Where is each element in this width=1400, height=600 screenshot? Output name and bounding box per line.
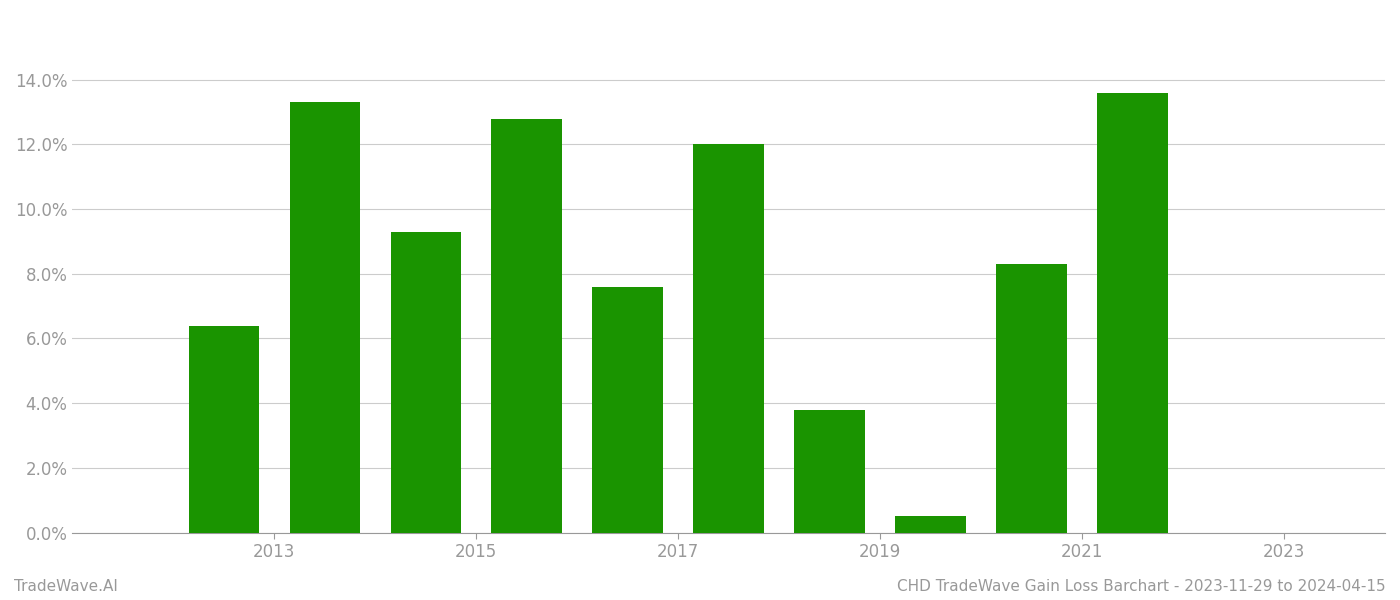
Bar bbox=[491, 119, 563, 533]
Bar bbox=[693, 145, 764, 533]
Text: CHD TradeWave Gain Loss Barchart - 2023-11-29 to 2024-04-15: CHD TradeWave Gain Loss Barchart - 2023-… bbox=[897, 579, 1386, 594]
Bar bbox=[896, 517, 966, 533]
Bar bbox=[391, 232, 461, 533]
Bar bbox=[1098, 92, 1168, 533]
Bar bbox=[997, 264, 1067, 533]
Text: TradeWave.AI: TradeWave.AI bbox=[14, 579, 118, 594]
Bar bbox=[290, 103, 360, 533]
Bar bbox=[592, 287, 664, 533]
Bar bbox=[794, 410, 865, 533]
Bar bbox=[189, 326, 259, 533]
